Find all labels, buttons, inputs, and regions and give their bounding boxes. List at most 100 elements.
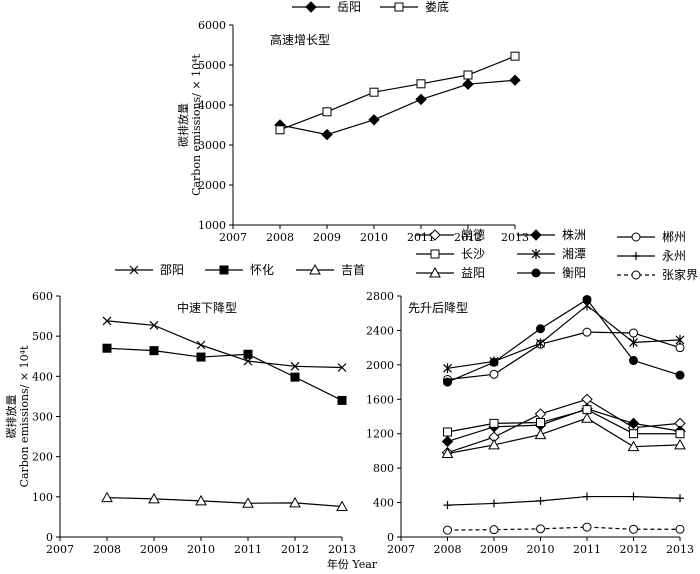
data-point xyxy=(441,447,454,459)
data-point xyxy=(674,438,686,450)
x-tick-label: 2011 xyxy=(407,231,435,244)
data-point xyxy=(369,87,379,97)
legend-item: 湘潭 xyxy=(517,246,586,261)
data-point xyxy=(242,497,254,508)
legend-item: 益阳 xyxy=(416,266,485,280)
x-tick-label: 2011 xyxy=(234,543,262,556)
legend-label: 岳阳 xyxy=(337,0,361,14)
data-point xyxy=(536,496,545,505)
data-point xyxy=(463,70,473,80)
x-tick-label: 2013 xyxy=(666,543,694,556)
y-tick-label: 1000 xyxy=(198,219,226,232)
y-tick-label: 1600 xyxy=(366,393,394,406)
data-point xyxy=(629,429,638,439)
x-tick-label: 2008 xyxy=(434,543,462,556)
y-tick-label: 400 xyxy=(32,370,53,383)
data-point xyxy=(416,79,426,89)
series-line xyxy=(106,347,343,401)
legend-item: 娄底 xyxy=(380,0,449,14)
y-tick-label: 600 xyxy=(32,290,53,303)
series-line xyxy=(447,417,681,455)
y-tick-label: 200 xyxy=(32,451,53,464)
legend-item: 怀化 xyxy=(205,263,274,277)
data-point xyxy=(443,501,452,510)
data-point xyxy=(629,328,638,338)
series-line xyxy=(106,497,343,508)
x-tick-label: 2009 xyxy=(313,231,341,244)
legend-label: 株洲 xyxy=(562,227,586,242)
y-tick-label: 300 xyxy=(32,411,53,424)
legend-marker xyxy=(309,263,321,275)
data-point xyxy=(510,51,520,61)
data-point xyxy=(488,438,500,450)
data-point xyxy=(534,428,547,440)
x-tick-label: 2013 xyxy=(501,231,529,244)
x-tick-label: 2010 xyxy=(187,543,215,556)
data-point xyxy=(289,496,301,508)
y-axis-label-cn: 碳排放量 xyxy=(4,395,18,439)
chart-1: 0 100 200 300 400 500 600 2007 2008 2009 2010 2011 2… xyxy=(4,263,365,556)
data-point xyxy=(368,114,380,126)
chart-2: 0 400 800 1200 1600 2000 2400 2800 2007 2008 2009 2… xyxy=(327,227,698,571)
x-tick-label: 2010 xyxy=(527,543,555,556)
data-point xyxy=(196,352,206,362)
x-tick-label: 2007 xyxy=(387,543,415,556)
data-point xyxy=(337,395,347,405)
data-point xyxy=(441,435,454,448)
data-point xyxy=(443,525,452,535)
data-point xyxy=(675,370,685,380)
legend-label: 益阳 xyxy=(461,266,485,280)
legend-marker xyxy=(631,270,641,280)
data-point xyxy=(337,363,347,372)
data-point xyxy=(196,340,206,350)
legend-marker xyxy=(429,266,441,278)
data-point xyxy=(275,125,285,135)
series-line xyxy=(447,495,681,506)
data-point xyxy=(489,418,499,428)
series-line xyxy=(106,320,343,369)
legend-marker xyxy=(531,249,541,259)
data-point xyxy=(629,356,638,366)
legend-marker xyxy=(430,249,440,259)
y-tick-label: 1200 xyxy=(366,428,394,441)
legend-marker xyxy=(305,1,317,13)
data-point xyxy=(321,128,333,141)
legend-item: 吉首 xyxy=(296,263,365,277)
data-point xyxy=(243,349,253,359)
data-point xyxy=(489,525,499,535)
data-point xyxy=(581,393,593,405)
series-line xyxy=(447,408,680,435)
legend-item: 株洲 xyxy=(517,227,586,242)
legend-label: 娄底 xyxy=(425,0,449,14)
data-point xyxy=(627,417,640,430)
series-line xyxy=(447,298,681,383)
legend-label: 张家界 xyxy=(662,267,698,282)
data-point xyxy=(627,440,640,452)
data-point xyxy=(676,494,684,503)
y-tick-label: 2400 xyxy=(366,324,394,337)
data-point xyxy=(489,357,499,367)
data-point xyxy=(629,492,638,501)
data-point xyxy=(581,412,593,423)
legend-label: 长沙 xyxy=(461,247,485,261)
x-axis-label: 年份 Year xyxy=(327,557,378,571)
chart-0: 1000 2000 3000 4000 5000 6000 2007 2008 2009 2010… xyxy=(176,0,529,244)
x-tick-label: 2013 xyxy=(328,543,356,556)
legend-label: 邵阳 xyxy=(160,263,184,277)
legend-label: 怀化 xyxy=(250,263,274,277)
data-point xyxy=(462,78,474,90)
data-point xyxy=(629,524,638,534)
chart-title: 中速下降型 xyxy=(177,300,237,315)
data-point xyxy=(489,369,499,379)
data-point xyxy=(582,294,592,304)
y-tick-label: 6000 xyxy=(198,19,226,32)
legend-item: 衡阳 xyxy=(517,266,586,280)
y-tick-label: 2800 xyxy=(366,290,394,303)
y-tick-label: 4000 xyxy=(198,99,226,112)
y-tick-label: 500 xyxy=(32,330,53,343)
x-tick-label: 2012 xyxy=(281,543,309,556)
series-line xyxy=(447,408,681,443)
data-point xyxy=(336,500,348,511)
legend-item: 岳阳 xyxy=(292,0,361,14)
